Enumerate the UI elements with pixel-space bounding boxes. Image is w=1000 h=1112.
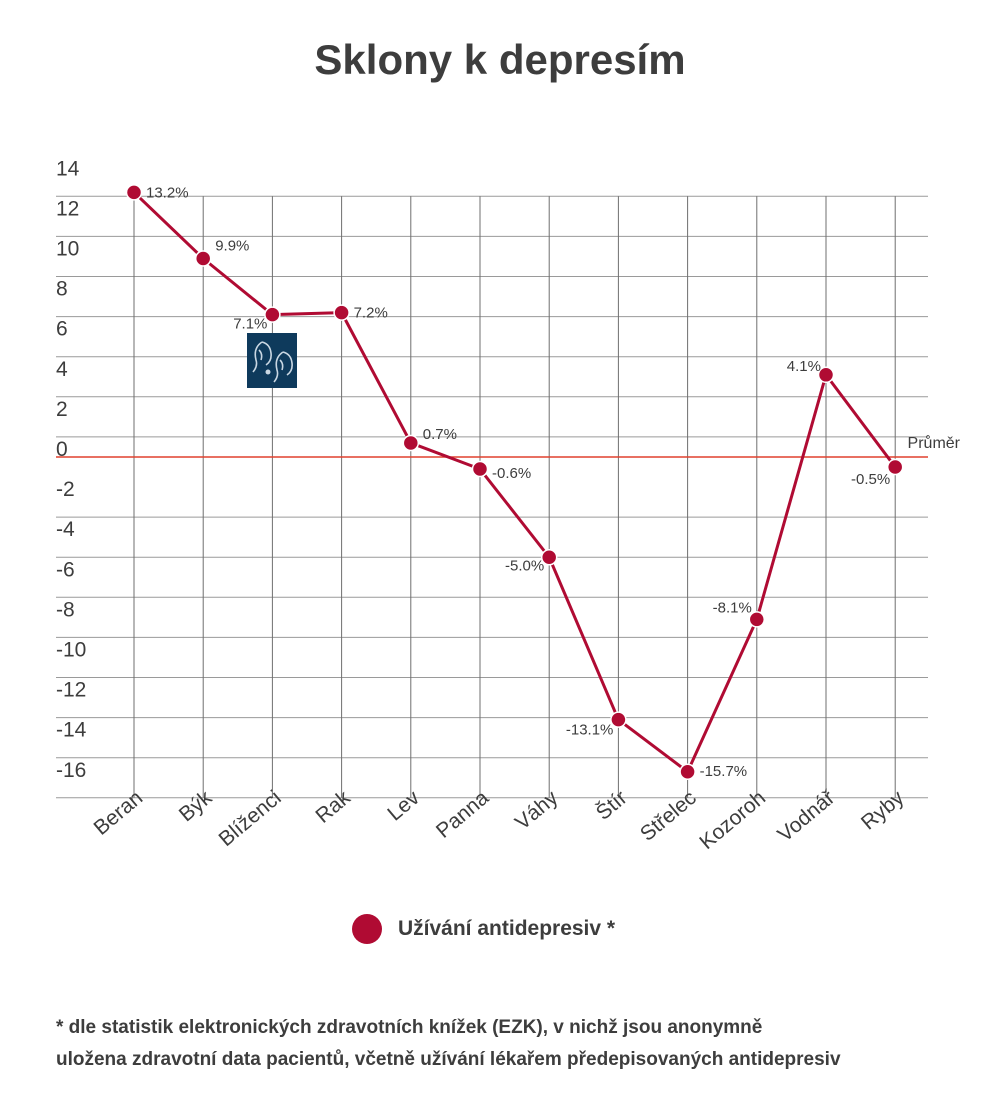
x-tick-label: Lev: [383, 786, 424, 826]
series-line-path: [132, 191, 897, 774]
data-point: [886, 458, 904, 476]
y-tick-label: 4: [56, 358, 68, 381]
y-axis-ticks: 14 12 10 8 6 4 2 0 -2 -4 -6 -8 -10 -12 -14 -16: [56, 157, 87, 782]
average-label: Průměr: [908, 434, 961, 452]
y-tick-label: -2: [56, 478, 75, 501]
y-tick-label: -16: [56, 759, 86, 782]
y-tick-label: -4: [56, 518, 75, 541]
data-label: 9.9%: [215, 238, 249, 255]
legend-label: Užívání antidepresiv *: [398, 917, 616, 940]
y-tick-label: 2: [56, 398, 68, 421]
data-label: 7.2%: [354, 305, 388, 322]
data-point: [679, 763, 696, 781]
y-tick-label: -6: [56, 558, 75, 581]
y-tick-label: 6: [56, 318, 68, 341]
y-tick-label: 14: [56, 157, 80, 180]
data-label: 4.1%: [787, 358, 821, 375]
x-tick-label: Ryby: [857, 786, 909, 835]
x-tick-label: Štír: [592, 786, 632, 825]
grid: [56, 195, 928, 799]
x-tick-label: Váhy: [511, 786, 563, 835]
data-label: -8.1%: [713, 599, 752, 616]
data-point: [333, 304, 350, 321]
footnote-line-1: * dle statistik elektronických zdravotní…: [56, 1017, 763, 1038]
x-tick-label: Rak: [311, 786, 355, 828]
data-point: [817, 366, 835, 384]
data-labels: 13.2% 9.9% 7.1% 7.2% 0.7% -0.6% -5.0% -13.1% -15…: [146, 184, 890, 779]
data-label: 13.2%: [146, 184, 189, 201]
chart-title: Sklony k depresím: [314, 36, 686, 83]
data-label: -0.6%: [492, 465, 531, 482]
data-point: [540, 549, 558, 566]
gemini-zodiac-icon: [247, 333, 297, 388]
footnote-line-2: uložena zdravotní data pacientů, včetně …: [56, 1049, 841, 1070]
x-tick-label: Vodnář: [773, 786, 840, 847]
data-label: -5.0%: [505, 557, 544, 574]
y-tick-label: 8: [56, 278, 68, 301]
data-point: [125, 184, 143, 201]
y-tick-label: 10: [56, 238, 79, 261]
x-tick-label: Střelec: [636, 786, 701, 846]
data-label: -0.5%: [851, 471, 890, 488]
data-point: [402, 434, 420, 452]
x-tick-label: Blíženci: [215, 786, 286, 851]
x-tick-label: Beran: [89, 786, 147, 840]
y-tick-label: 12: [56, 197, 79, 220]
data-point: [194, 250, 212, 267]
data-point: [264, 306, 281, 323]
legend-marker: [352, 914, 382, 944]
x-tick-label: Kozoroh: [695, 786, 770, 854]
data-point: [748, 611, 766, 628]
x-tick-label: Býk: [175, 786, 217, 826]
y-tick-label: -12: [56, 679, 86, 702]
y-tick-label: -8: [56, 598, 75, 621]
line-chart: Průměr 14 12 10 8 6 4 2 0 -2 -4 -6 -8 -10 -12 -14 -16 B…: [56, 157, 961, 855]
data-point: [610, 711, 627, 728]
data-point: [471, 460, 489, 478]
series-points: [125, 184, 904, 781]
y-tick-label: -14: [56, 719, 87, 742]
series-line: [132, 191, 897, 774]
y-tick-label: -10: [56, 639, 86, 662]
footnote: * dle statistik elektronických zdravotní…: [56, 1012, 986, 1076]
data-label: 7.1%: [233, 316, 267, 333]
data-label: -15.7%: [700, 763, 748, 780]
data-label: -13.1%: [566, 722, 614, 739]
legend: Užívání antidepresiv *: [352, 914, 615, 944]
x-tick-label: Panna: [432, 786, 494, 843]
y-tick-label: 0: [56, 438, 68, 461]
average-reference: Průměr: [56, 434, 961, 458]
data-label: 0.7%: [423, 426, 457, 443]
